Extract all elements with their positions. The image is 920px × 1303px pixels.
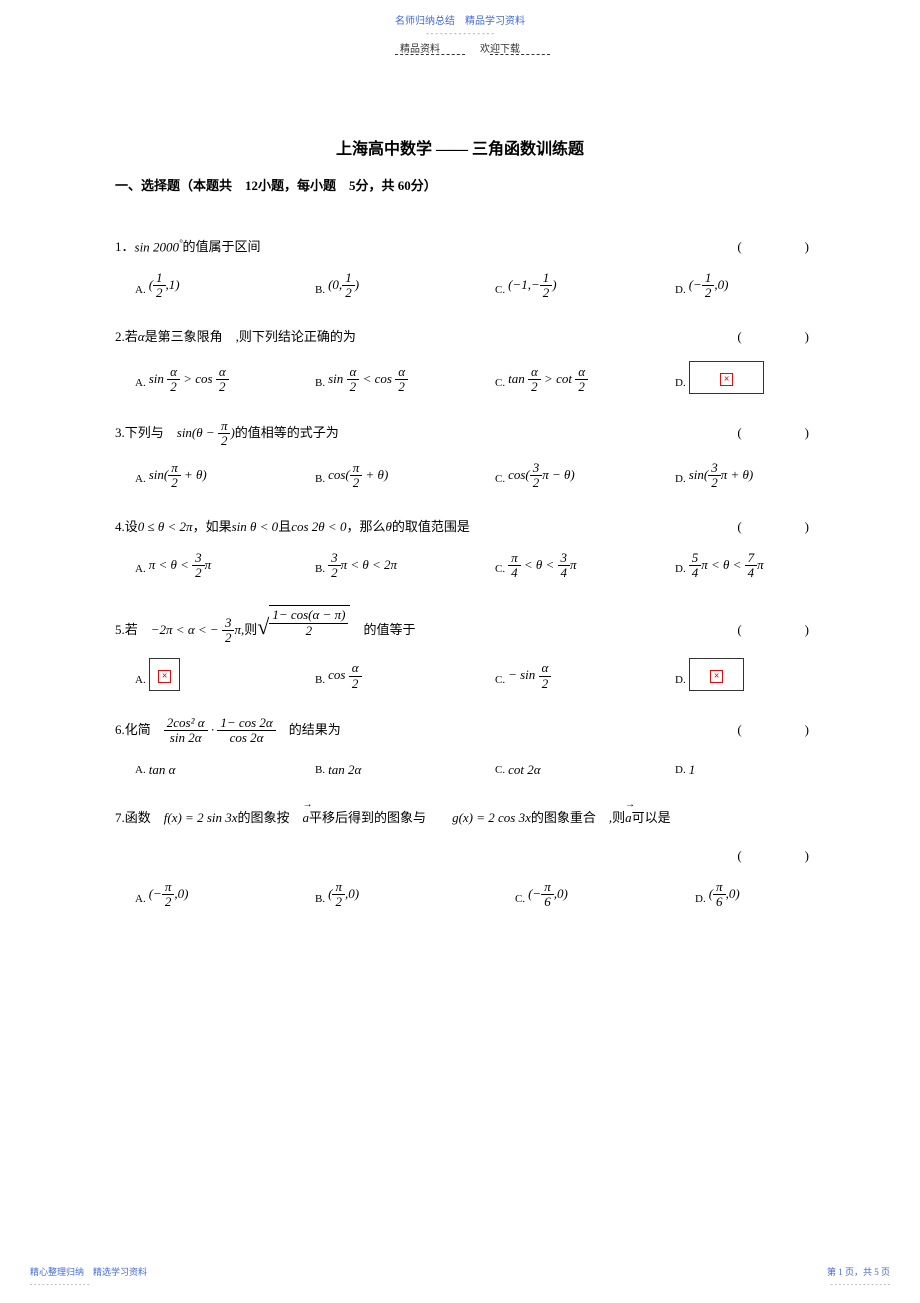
section-title: 一、选择题（本题共 12小题，每小题 5分，共 60分） [115, 175, 437, 194]
content: 1． sin 2000° 的值属于区间 ( ) A.(12,1) B.(0,12… [115, 235, 815, 934]
footer-dots-left: - - - - - - - - - - - - - - - [30, 1280, 89, 1288]
header-underline-1 [395, 54, 465, 55]
header-underline-2 [490, 54, 550, 55]
question-7: 7.函数 f(x) = 2 sin 3x 的图象按 a 平移后得到的图象与 g(… [115, 806, 815, 909]
broken-image-icon [689, 658, 745, 691]
footer-left: 精心整理归纳 精选学习资料 [30, 1265, 147, 1278]
broken-image-icon [689, 361, 765, 394]
footer-dots-right: - - - - - - - - - - - - - - - [831, 1280, 890, 1288]
question-6: 6.化简 2cos² αsin 2α · 1− cos 2αcos 2α 的结果… [115, 716, 815, 781]
question-1: 1． sin 2000° 的值属于区间 ( ) A.(12,1) B.(0,12… [115, 235, 815, 300]
answer-bracket: ( ) [737, 235, 815, 258]
question-5: 5.若 −2π < α < − 32π ,则 √1− cos(α − π)2 的… [115, 605, 815, 691]
question-3: 3.下列与 sin(θ − π2) 的值相等的式子为 ( ) A.sin(π2 … [115, 419, 815, 490]
question-2: 2.若 α 是第三象限角 ,则下列结论正确的为 ( ) A.sin α2 > c… [115, 325, 815, 394]
question-4: 4. 设 0 ≤ θ < 2π ，如果 sin θ < 0 且 cos 2θ <… [115, 515, 815, 580]
footer-right: 第 1 页，共 5 页 [827, 1265, 890, 1278]
header-dots: - - - - - - - - - - - - - - - [0, 29, 920, 38]
broken-image-icon [149, 658, 181, 691]
header-sub: 精品资料欢迎下载 [0, 40, 920, 55]
page-title: 上海高中数学 —— 三角函数训练题 [0, 135, 920, 159]
header-top: 名师归纳总结 精品学习资料 - - - - - - - - - - - - - … [0, 12, 920, 38]
